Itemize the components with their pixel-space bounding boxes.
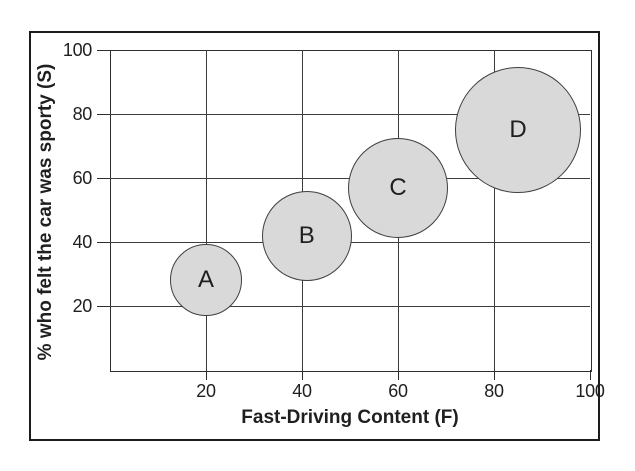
x-tick-100 (590, 370, 591, 380)
bubble-B: B (261, 190, 352, 281)
y-tick-20 (97, 306, 110, 307)
bubble-label-A: A (197, 266, 214, 294)
bubble-D: D (455, 67, 581, 193)
gridline-y-80 (110, 114, 590, 115)
x-tick-label-60: 60 (388, 381, 408, 401)
x-tick-40 (302, 370, 303, 380)
y-tick-40 (97, 242, 110, 243)
y-tick-label-60: 60 (72, 168, 93, 188)
y-tick-100 (97, 50, 110, 51)
x-tick-20 (206, 370, 207, 380)
bubble-label-C: C (389, 173, 407, 201)
x-axis-title: Fast-Driving Content (F) (241, 407, 459, 428)
bubble-label-B: B (298, 221, 315, 249)
y-tick-label-80: 80 (72, 104, 93, 124)
chart-frame: % who felt the car was sporty (S) Fast-D… (29, 31, 605, 441)
gridline-x-80 (494, 50, 495, 370)
bubble-label-D: D (509, 116, 527, 143)
x-tick-label-80: 80 (484, 381, 504, 401)
gridline-x-20 (206, 50, 207, 370)
bubble-A: A (170, 244, 242, 317)
x-tick-60 (398, 370, 399, 380)
x-tick-80 (494, 370, 495, 380)
y-tick-label-20: 20 (72, 296, 93, 316)
gridline-y-20 (110, 306, 590, 307)
y-tick-80 (97, 114, 110, 115)
x-tick-label-40: 40 (292, 381, 312, 401)
x-tick-label-20: 20 (196, 381, 216, 401)
y-tick-label-40: 40 (72, 232, 93, 252)
bubble-C: C (348, 137, 448, 238)
y-tick-label-100: 100 (62, 40, 92, 60)
x-tick-label-100: 100 (575, 381, 605, 401)
y-tick-60 (97, 178, 110, 179)
